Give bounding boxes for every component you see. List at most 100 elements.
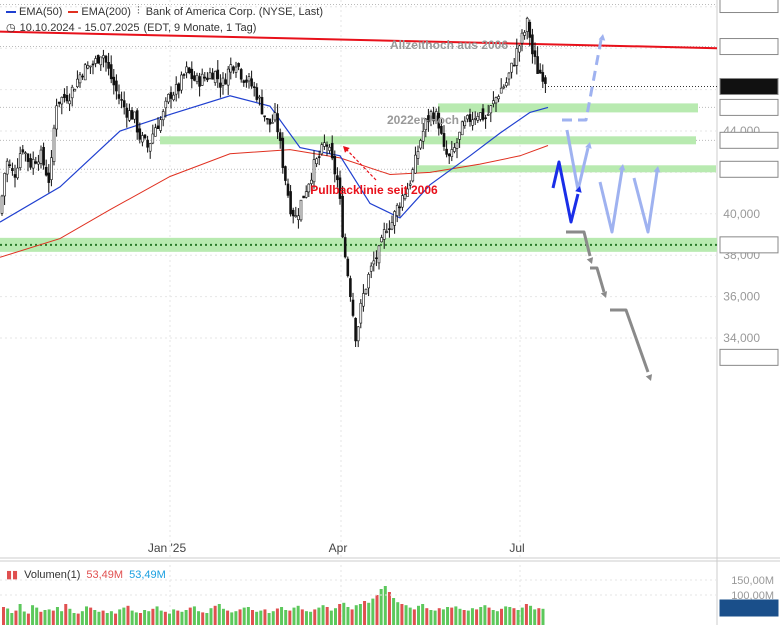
candle-body bbox=[460, 121, 464, 136]
candle-body bbox=[317, 156, 321, 158]
candle-body bbox=[499, 87, 503, 94]
volume-bar bbox=[184, 610, 188, 625]
candle-body bbox=[263, 115, 266, 118]
candle-body bbox=[421, 130, 425, 142]
candle-body bbox=[377, 245, 381, 264]
volume-bar bbox=[396, 602, 400, 625]
volume-bar bbox=[350, 609, 354, 625]
volume-bar bbox=[317, 607, 321, 625]
gray-arrow-head-1 bbox=[586, 257, 594, 264]
candle-body bbox=[8, 164, 12, 166]
candle-body bbox=[156, 125, 160, 130]
candle-body bbox=[538, 69, 542, 74]
candle-body bbox=[325, 144, 329, 147]
candle-body bbox=[429, 111, 433, 119]
volume-bar bbox=[363, 601, 367, 625]
volume-bar bbox=[168, 613, 171, 625]
candle-body bbox=[190, 68, 194, 80]
volume-bar bbox=[524, 604, 528, 625]
candle-body bbox=[336, 175, 339, 181]
candle-body bbox=[341, 195, 344, 238]
price-label-box bbox=[719, 98, 779, 116]
candle-body bbox=[481, 108, 485, 120]
volume-bar bbox=[450, 607, 454, 625]
ema50-legend[interactable]: EMA(50) bbox=[6, 6, 62, 18]
volume-bar bbox=[255, 611, 259, 625]
candle-body bbox=[323, 142, 326, 147]
light-arrow-head-2 bbox=[618, 164, 626, 171]
candle-body bbox=[310, 179, 313, 184]
price-label-box bbox=[719, 0, 779, 14]
candle-body bbox=[442, 133, 446, 147]
gray-arrow-3 bbox=[610, 308, 650, 373]
volume-bar bbox=[197, 611, 201, 625]
candle-body bbox=[221, 77, 225, 86]
volume-bar bbox=[429, 610, 433, 625]
pullback-resistance-line bbox=[0, 30, 718, 50]
volume-bar bbox=[371, 598, 375, 625]
ema200-legend[interactable]: EMA(200) bbox=[68, 6, 131, 18]
volume-bar bbox=[80, 611, 84, 625]
volume-bar bbox=[313, 609, 317, 625]
candle-body bbox=[135, 110, 139, 133]
annotation-layer: Allzeithoch aus 2006 2022er-Hoch Pullbackl… bbox=[310, 0, 774, 615]
candle-body bbox=[528, 21, 532, 38]
candle-body bbox=[63, 93, 66, 98]
candle-body bbox=[138, 128, 142, 140]
x-tick-label: Apr bbox=[329, 541, 348, 555]
candle-body bbox=[419, 140, 422, 149]
volume-bar bbox=[60, 611, 64, 625]
volume-bar bbox=[31, 605, 35, 625]
candle-body bbox=[544, 77, 547, 84]
candle-body bbox=[0, 195, 4, 214]
price-axis: Jan '25 Apr Jul bbox=[148, 0, 779, 555]
volume-bar bbox=[6, 608, 10, 625]
volume-bar bbox=[238, 609, 242, 625]
candle-body bbox=[239, 69, 243, 80]
ath-annotation: Allzeithoch aus 2006 bbox=[390, 38, 508, 52]
volume-bar bbox=[296, 605, 300, 625]
candle-body bbox=[122, 100, 126, 108]
pullback-pointer bbox=[345, 148, 377, 181]
instrument-name: Bank of America Corp. (NYSE, Last) bbox=[145, 5, 323, 18]
candle-body bbox=[445, 148, 448, 155]
volume-bar bbox=[458, 608, 462, 625]
volume-bar bbox=[425, 608, 429, 625]
volume-bar bbox=[10, 613, 14, 625]
volume-bar bbox=[122, 607, 126, 625]
candle-body bbox=[161, 111, 165, 121]
candle-body bbox=[29, 158, 32, 168]
volume-bar bbox=[520, 607, 524, 625]
candle-body bbox=[427, 115, 430, 123]
price-label-box bbox=[719, 348, 779, 366]
candle-body bbox=[271, 122, 274, 124]
candle-body bbox=[525, 17, 529, 32]
candle-body bbox=[31, 159, 35, 169]
volume-bar bbox=[47, 609, 51, 625]
gray-arrow-head-3 bbox=[645, 374, 653, 381]
volume-last-box bbox=[719, 599, 779, 617]
volume-bar bbox=[109, 611, 113, 625]
candle-body bbox=[37, 161, 40, 165]
candle-body bbox=[479, 112, 482, 120]
volume-bar bbox=[379, 589, 383, 625]
period-meta: (EDT, 9 Monate, 1 Tag) bbox=[143, 21, 257, 34]
volume-bar bbox=[51, 610, 55, 625]
candle-body bbox=[70, 86, 74, 99]
candle-body bbox=[99, 56, 103, 66]
candle-body bbox=[434, 111, 438, 121]
candle-body bbox=[312, 159, 316, 183]
volume-bar bbox=[346, 607, 350, 625]
candle-body bbox=[120, 99, 123, 101]
candle-body bbox=[133, 111, 136, 120]
date-range-row: ◷ 10.10.2024 - 15.07.2025 (EDT, 9 Monate… bbox=[6, 21, 257, 35]
volume-bar bbox=[35, 607, 39, 625]
volume-bar bbox=[541, 608, 545, 625]
candle-body bbox=[515, 48, 519, 66]
candle-body bbox=[343, 237, 347, 258]
volume-bar bbox=[172, 609, 176, 625]
candle-body bbox=[328, 146, 331, 151]
candle-body bbox=[447, 153, 451, 157]
